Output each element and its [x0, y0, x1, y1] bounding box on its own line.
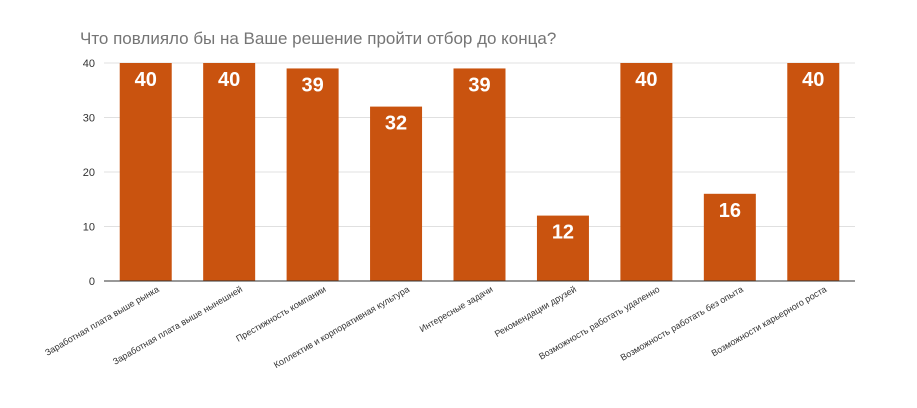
bar: [703, 193, 756, 281]
y-tick-label: 40: [83, 58, 95, 70]
chart-title: Что повлияло бы на Ваше решение пройти о…: [80, 29, 557, 48]
bar: [787, 63, 840, 281]
bar: [119, 63, 172, 281]
y-tick-label: 30: [83, 113, 95, 125]
bar-value-label: 32: [385, 113, 407, 135]
bar-value-label: 40: [802, 69, 824, 91]
bar: [286, 68, 339, 281]
bar-value-label: 39: [468, 74, 490, 96]
x-tick-label: Коллектив и корпоративная культура: [272, 284, 411, 370]
bar-value-label: 12: [552, 222, 574, 244]
bar-value-label: 40: [135, 69, 157, 91]
bar: [536, 215, 589, 281]
bar: [620, 63, 673, 281]
bar: [203, 63, 256, 281]
y-tick-label: 0: [89, 276, 95, 288]
x-tick-label: Престижность компании: [234, 284, 327, 344]
bar: [370, 106, 423, 281]
bar-value-label: 16: [719, 200, 741, 222]
bars: 40 40 39 32 39 12 40 16 40: [119, 63, 840, 281]
x-tick-label: Заработная плата выше нынешней: [111, 284, 244, 367]
x-tick-label: Интересные задачи: [418, 284, 495, 334]
x-tick-label: Рекомендации друзей: [493, 284, 578, 339]
bar-value-label: 40: [218, 69, 240, 91]
y-tick-label: 20: [83, 167, 95, 179]
bar-value-label: 39: [301, 74, 323, 96]
y-tick-label: 10: [83, 222, 95, 234]
bar: [453, 68, 506, 281]
bar-value-label: 40: [635, 69, 657, 91]
